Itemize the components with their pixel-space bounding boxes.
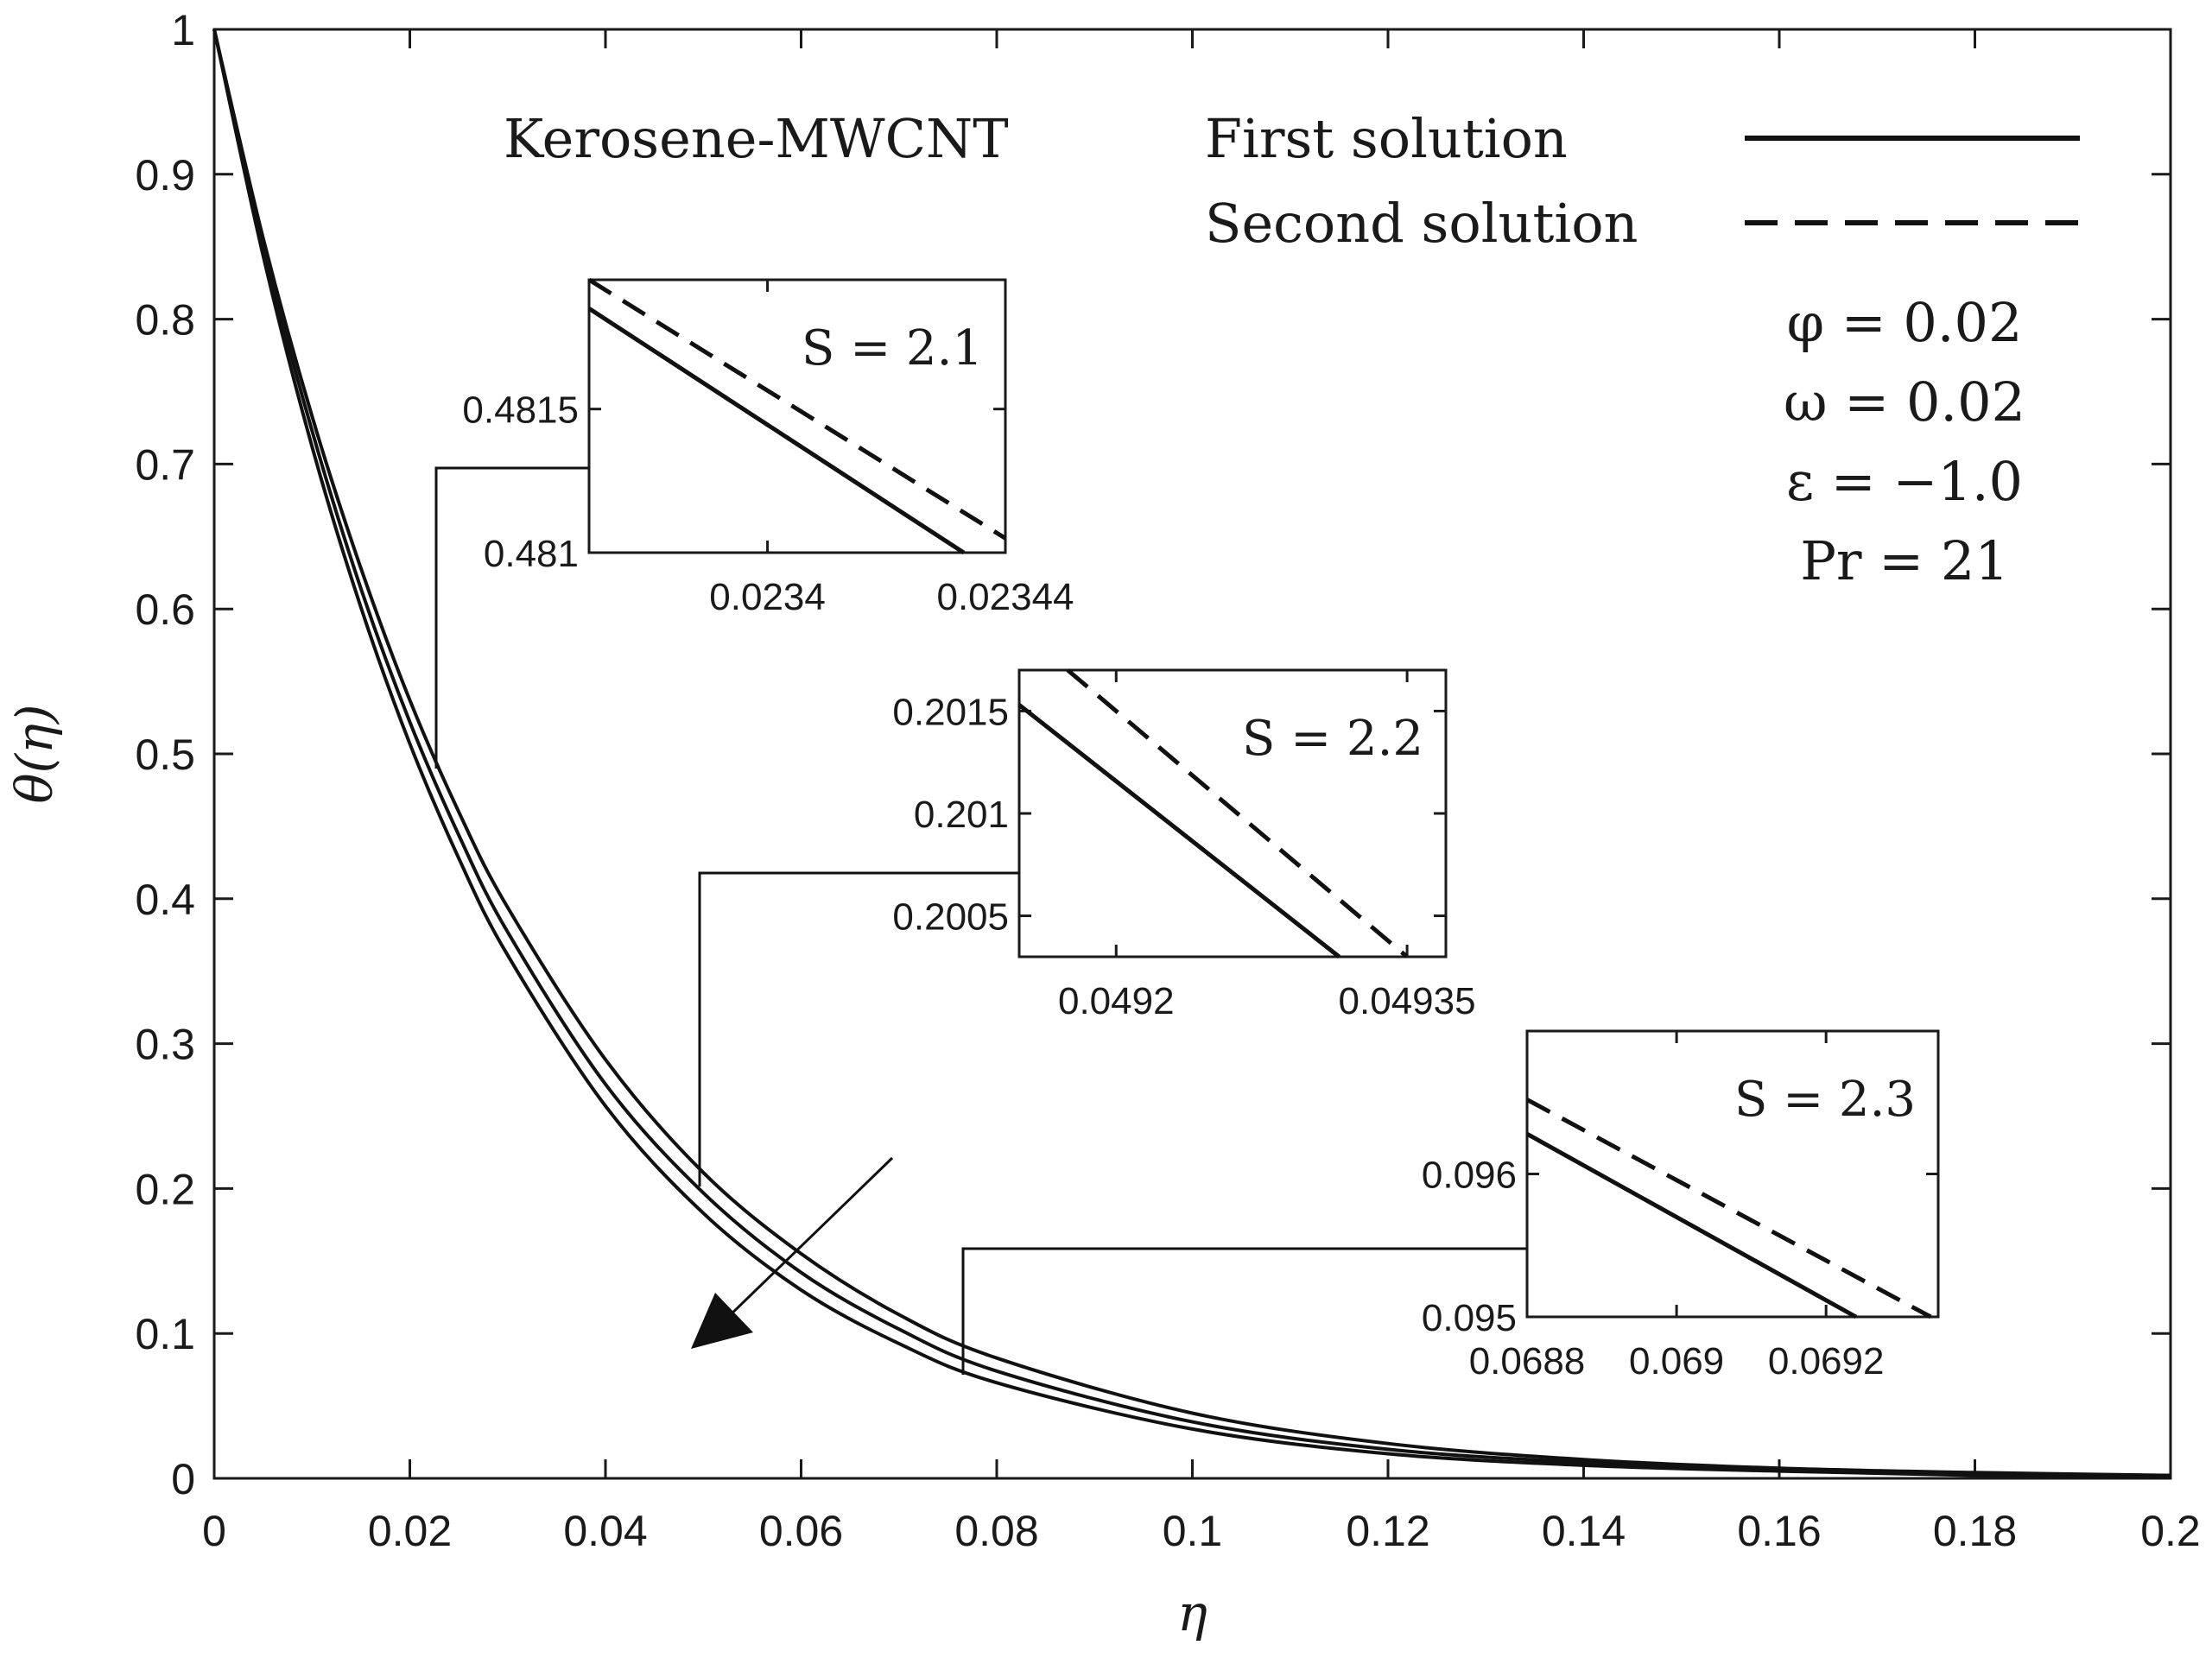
parameter-label: Pr = 21 bbox=[1800, 529, 2009, 592]
y-tick-label: 0.2 bbox=[135, 1165, 195, 1213]
inset-first-solution-line bbox=[587, 307, 966, 555]
x-tick-label: 0.2 bbox=[2140, 1507, 2201, 1555]
inset-title: S = 2.1 bbox=[802, 320, 983, 376]
x-tick-label: 0.1 bbox=[1163, 1507, 1223, 1555]
inset-title: S = 2.2 bbox=[1242, 711, 1423, 767]
legend-label: First solution bbox=[1205, 107, 1568, 170]
inset-x-tick-label: 0.0692 bbox=[1768, 1340, 1885, 1382]
series-line-S-2.1 bbox=[212, 28, 2171, 1477]
main-chart: 0 0.02 0.04 0.06 0.08 0.1 0.12 0.14 0.16 0.18 0.20… bbox=[5, 6, 2201, 1642]
x-tick-label: 0 bbox=[202, 1507, 226, 1555]
inset-x-tick-label: 0.0234 bbox=[709, 576, 826, 618]
inset-s21: 0.0234 0.02344 0.481 0.4815 S = 2.1 bbox=[462, 277, 1074, 618]
legend-label: Second solution bbox=[1205, 192, 1638, 255]
y-tick-label: 1 bbox=[171, 6, 195, 54]
x-axis-label: η bbox=[1177, 1584, 1207, 1642]
x-tick-label: 0.06 bbox=[759, 1507, 843, 1555]
y-tick-label: 0.4 bbox=[135, 876, 195, 924]
trend-arrow-head bbox=[691, 1293, 753, 1349]
y-tick-label: 0.3 bbox=[135, 1021, 195, 1069]
inset-s23: 0.0688 0.069 0.0692 0.095 0.096 S = 2.3 bbox=[1422, 1029, 1940, 1382]
series-line-S-2.2 bbox=[212, 28, 2171, 1477]
y-tick-label: 0.7 bbox=[135, 440, 195, 489]
y-tick-label: 0.5 bbox=[135, 731, 195, 779]
inset-y-tick-label: 0.2005 bbox=[892, 896, 1009, 939]
inset-second-solution-line bbox=[1525, 1098, 1932, 1319]
inset-second-solution-line bbox=[1066, 668, 1409, 959]
inset-y-tick-label: 0.4815 bbox=[462, 389, 579, 432]
inset-y-tick-label: 0.095 bbox=[1422, 1297, 1517, 1339]
y-tick-label: 0.9 bbox=[135, 151, 195, 199]
inset-x-tick-label: 0.02344 bbox=[936, 576, 1074, 618]
inset-x-tick-label: 0.0492 bbox=[1058, 980, 1175, 1022]
parameter-label: ε = −1.0 bbox=[1786, 450, 2023, 513]
callout-s21 bbox=[434, 466, 589, 769]
inset-x-tick-label: 0.04935 bbox=[1339, 980, 1476, 1022]
x-tick-label: 0.12 bbox=[1346, 1507, 1429, 1555]
fluid-label: Kerosene-MWCNT bbox=[504, 107, 1009, 170]
inset-y-tick-label: 0.2015 bbox=[892, 691, 1009, 733]
y-tick-label: 0.6 bbox=[135, 585, 195, 634]
y-tick-label: 0.8 bbox=[135, 296, 195, 345]
inset-first-solution-line bbox=[1017, 703, 1341, 959]
series-line-S-2.3 bbox=[212, 28, 2171, 1479]
x-tick-label: 0.08 bbox=[954, 1507, 1038, 1555]
inset-second-solution-line bbox=[587, 277, 1007, 541]
inset-y-tick-label: 0.201 bbox=[914, 794, 1009, 836]
y-tick-label: 0.1 bbox=[135, 1310, 195, 1358]
inset-x-tick-label: 0.069 bbox=[1629, 1340, 1724, 1382]
callout-s22 bbox=[698, 871, 1019, 1186]
y-axis-label: θ(η) bbox=[5, 705, 64, 804]
parameter-label: φ = 0.02 bbox=[1787, 291, 2023, 354]
x-tick-label: 0.16 bbox=[1737, 1507, 1821, 1555]
x-tick-label: 0.14 bbox=[1542, 1507, 1626, 1555]
inset-first-solution-line bbox=[1525, 1131, 1858, 1319]
inset-title: S = 2.3 bbox=[1734, 1072, 1916, 1128]
x-tick-label: 0.04 bbox=[563, 1507, 647, 1555]
parameter-label: ω = 0.02 bbox=[1784, 370, 2025, 433]
trend-arrow-shaft bbox=[722, 1156, 894, 1323]
x-tick-label: 0.02 bbox=[368, 1507, 452, 1555]
inset-y-tick-label: 0.096 bbox=[1422, 1155, 1517, 1197]
callout-s23 bbox=[961, 1247, 1527, 1375]
y-tick-label: 0 bbox=[171, 1455, 195, 1503]
inset-callout-lines bbox=[434, 466, 1527, 1375]
inset-y-tick-label: 0.481 bbox=[484, 533, 579, 575]
x-tick-label: 0.18 bbox=[1933, 1507, 2017, 1555]
inset-s22: 0.0492 0.04935 0.2005 0.201 0.2015 S = 2.2 bbox=[892, 668, 1476, 1022]
inset-x-tick-label: 0.0688 bbox=[1469, 1340, 1586, 1382]
inset-frame bbox=[1017, 668, 1448, 959]
